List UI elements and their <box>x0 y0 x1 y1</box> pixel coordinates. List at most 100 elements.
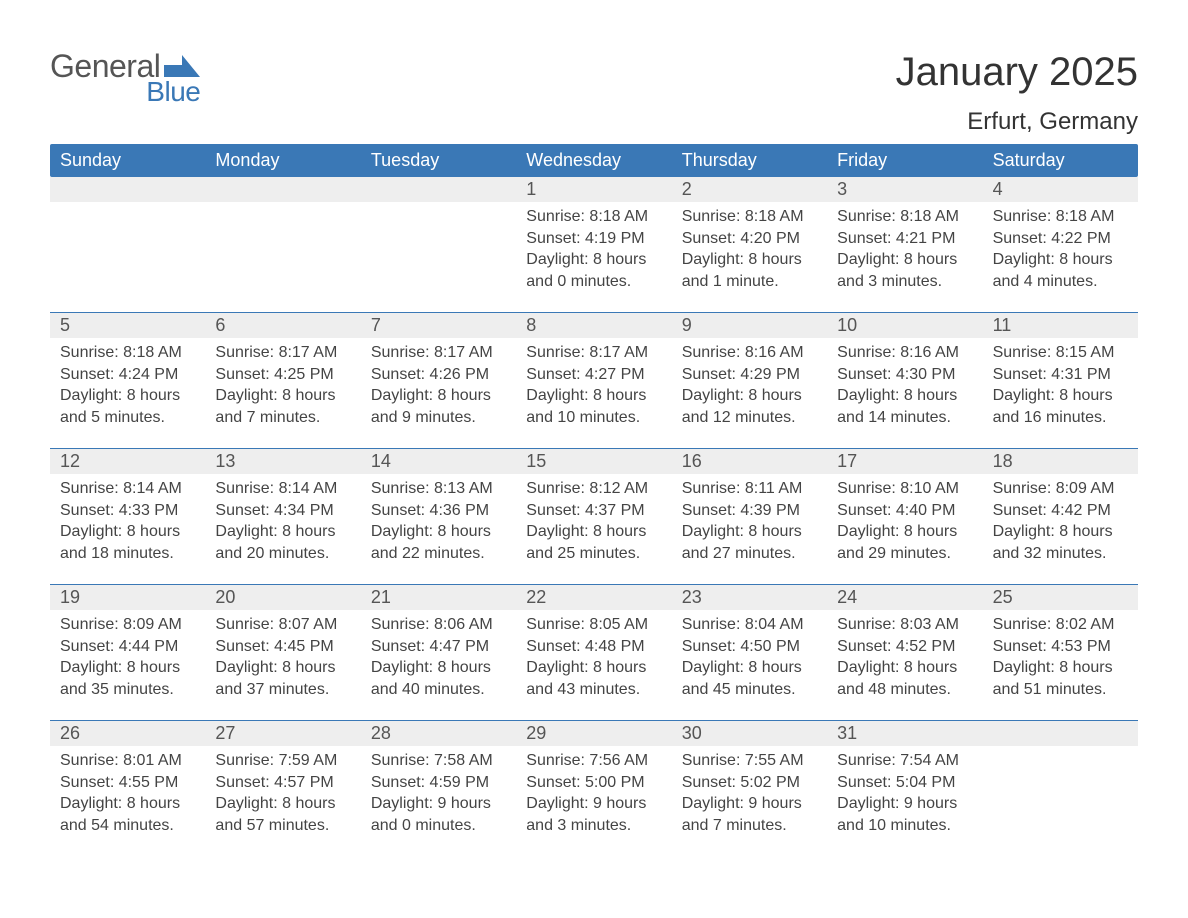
week-row: 567891011Sunrise: 8:18 AMSunset: 4:24 PM… <box>50 312 1138 448</box>
daylight-line: Daylight: 8 hours and 22 minutes. <box>371 521 506 564</box>
day-cell: Sunrise: 7:54 AMSunset: 5:04 PMDaylight:… <box>827 746 982 856</box>
calendar-page: General Blue January 2025 Erfurt, German… <box>0 0 1188 896</box>
day-number: 26 <box>50 721 205 746</box>
weeks-container: 1234Sunrise: 8:18 AMSunset: 4:19 PMDayli… <box>50 177 1138 856</box>
daylight-line: Daylight: 8 hours and 3 minutes. <box>837 249 972 292</box>
brand-word-general: General <box>50 50 160 82</box>
day-number: 16 <box>672 449 827 474</box>
sunset-line: Sunset: 4:29 PM <box>682 364 817 386</box>
calendar-grid: SundayMondayTuesdayWednesdayThursdayFrid… <box>50 144 1138 856</box>
day-cell: Sunrise: 8:07 AMSunset: 4:45 PMDaylight:… <box>205 610 360 720</box>
sunrise-line: Sunrise: 7:59 AM <box>215 750 350 772</box>
day-cell: Sunrise: 8:18 AMSunset: 4:21 PMDaylight:… <box>827 202 982 312</box>
weekday-header: Saturday <box>983 144 1138 177</box>
weekday-header: Friday <box>827 144 982 177</box>
sunset-line: Sunset: 4:44 PM <box>60 636 195 658</box>
day-cell: Sunrise: 8:05 AMSunset: 4:48 PMDaylight:… <box>516 610 671 720</box>
sunrise-line: Sunrise: 8:17 AM <box>526 342 661 364</box>
day-cell <box>50 202 205 312</box>
sunset-line: Sunset: 4:48 PM <box>526 636 661 658</box>
day-number: 20 <box>205 585 360 610</box>
day-number: 18 <box>983 449 1138 474</box>
day-cell: Sunrise: 8:09 AMSunset: 4:44 PMDaylight:… <box>50 610 205 720</box>
sunset-line: Sunset: 4:45 PM <box>215 636 350 658</box>
day-cell: Sunrise: 8:18 AMSunset: 4:20 PMDaylight:… <box>672 202 827 312</box>
sunset-line: Sunset: 4:30 PM <box>837 364 972 386</box>
day-number: 2 <box>672 177 827 202</box>
day-cell <box>361 202 516 312</box>
daylight-line: Daylight: 8 hours and 10 minutes. <box>526 385 661 428</box>
daylight-line: Daylight: 8 hours and 51 minutes. <box>993 657 1128 700</box>
sunset-line: Sunset: 4:22 PM <box>993 228 1128 250</box>
day-cell: Sunrise: 7:58 AMSunset: 4:59 PMDaylight:… <box>361 746 516 856</box>
day-body-row: Sunrise: 8:18 AMSunset: 4:24 PMDaylight:… <box>50 338 1138 448</box>
day-number: 8 <box>516 313 671 338</box>
sunset-line: Sunset: 5:04 PM <box>837 772 972 794</box>
brand-logo: General Blue <box>50 50 200 106</box>
weekday-header: Sunday <box>50 144 205 177</box>
day-number: 29 <box>516 721 671 746</box>
sunset-line: Sunset: 4:20 PM <box>682 228 817 250</box>
day-cell: Sunrise: 8:17 AMSunset: 4:26 PMDaylight:… <box>361 338 516 448</box>
day-cell: Sunrise: 8:14 AMSunset: 4:33 PMDaylight:… <box>50 474 205 584</box>
sunrise-line: Sunrise: 8:15 AM <box>993 342 1128 364</box>
daylight-line: Daylight: 8 hours and 18 minutes. <box>60 521 195 564</box>
sunrise-line: Sunrise: 8:18 AM <box>993 206 1128 228</box>
day-cell: Sunrise: 8:11 AMSunset: 4:39 PMDaylight:… <box>672 474 827 584</box>
day-cell: Sunrise: 8:14 AMSunset: 4:34 PMDaylight:… <box>205 474 360 584</box>
week-row: 19202122232425Sunrise: 8:09 AMSunset: 4:… <box>50 584 1138 720</box>
day-number: 19 <box>50 585 205 610</box>
sunset-line: Sunset: 5:02 PM <box>682 772 817 794</box>
day-number: 9 <box>672 313 827 338</box>
sunrise-line: Sunrise: 8:01 AM <box>60 750 195 772</box>
day-cell <box>983 746 1138 856</box>
day-body-row: Sunrise: 8:01 AMSunset: 4:55 PMDaylight:… <box>50 746 1138 856</box>
day-number: 22 <box>516 585 671 610</box>
month-title: January 2025 <box>896 50 1138 94</box>
day-number <box>205 177 360 202</box>
day-cell: Sunrise: 8:16 AMSunset: 4:30 PMDaylight:… <box>827 338 982 448</box>
title-block: January 2025 Erfurt, Germany <box>896 50 1138 136</box>
header: General Blue January 2025 Erfurt, German… <box>50 50 1138 136</box>
sunrise-line: Sunrise: 8:18 AM <box>526 206 661 228</box>
day-number <box>983 721 1138 746</box>
sunrise-line: Sunrise: 8:17 AM <box>215 342 350 364</box>
daylight-line: Daylight: 8 hours and 32 minutes. <box>993 521 1128 564</box>
sunrise-line: Sunrise: 8:09 AM <box>60 614 195 636</box>
day-cell <box>205 202 360 312</box>
sunrise-line: Sunrise: 8:07 AM <box>215 614 350 636</box>
sunrise-line: Sunrise: 7:54 AM <box>837 750 972 772</box>
daylight-line: Daylight: 8 hours and 45 minutes. <box>682 657 817 700</box>
day-number-stripe: 567891011 <box>50 313 1138 338</box>
sunrise-line: Sunrise: 8:05 AM <box>526 614 661 636</box>
daylight-line: Daylight: 8 hours and 35 minutes. <box>60 657 195 700</box>
sunset-line: Sunset: 4:19 PM <box>526 228 661 250</box>
day-number: 27 <box>205 721 360 746</box>
week-row: 1234Sunrise: 8:18 AMSunset: 4:19 PMDayli… <box>50 177 1138 312</box>
sunrise-line: Sunrise: 8:18 AM <box>682 206 817 228</box>
day-cell: Sunrise: 8:17 AMSunset: 4:25 PMDaylight:… <box>205 338 360 448</box>
day-cell: Sunrise: 8:01 AMSunset: 4:55 PMDaylight:… <box>50 746 205 856</box>
day-cell: Sunrise: 7:55 AMSunset: 5:02 PMDaylight:… <box>672 746 827 856</box>
weekday-header: Thursday <box>672 144 827 177</box>
daylight-line: Daylight: 8 hours and 43 minutes. <box>526 657 661 700</box>
day-number: 13 <box>205 449 360 474</box>
day-cell: Sunrise: 7:56 AMSunset: 5:00 PMDaylight:… <box>516 746 671 856</box>
day-number: 6 <box>205 313 360 338</box>
day-number-stripe: 12131415161718 <box>50 449 1138 474</box>
day-number <box>361 177 516 202</box>
day-number: 28 <box>361 721 516 746</box>
daylight-line: Daylight: 8 hours and 54 minutes. <box>60 793 195 836</box>
daylight-line: Daylight: 8 hours and 0 minutes. <box>526 249 661 292</box>
day-number: 7 <box>361 313 516 338</box>
sunrise-line: Sunrise: 8:16 AM <box>837 342 972 364</box>
daylight-line: Daylight: 8 hours and 37 minutes. <box>215 657 350 700</box>
sunset-line: Sunset: 4:37 PM <box>526 500 661 522</box>
day-cell: Sunrise: 8:18 AMSunset: 4:22 PMDaylight:… <box>983 202 1138 312</box>
day-number: 21 <box>361 585 516 610</box>
sunset-line: Sunset: 4:52 PM <box>837 636 972 658</box>
day-cell: Sunrise: 7:59 AMSunset: 4:57 PMDaylight:… <box>205 746 360 856</box>
sunset-line: Sunset: 4:26 PM <box>371 364 506 386</box>
week-row: 262728293031Sunrise: 8:01 AMSunset: 4:55… <box>50 720 1138 856</box>
day-cell: Sunrise: 8:06 AMSunset: 4:47 PMDaylight:… <box>361 610 516 720</box>
